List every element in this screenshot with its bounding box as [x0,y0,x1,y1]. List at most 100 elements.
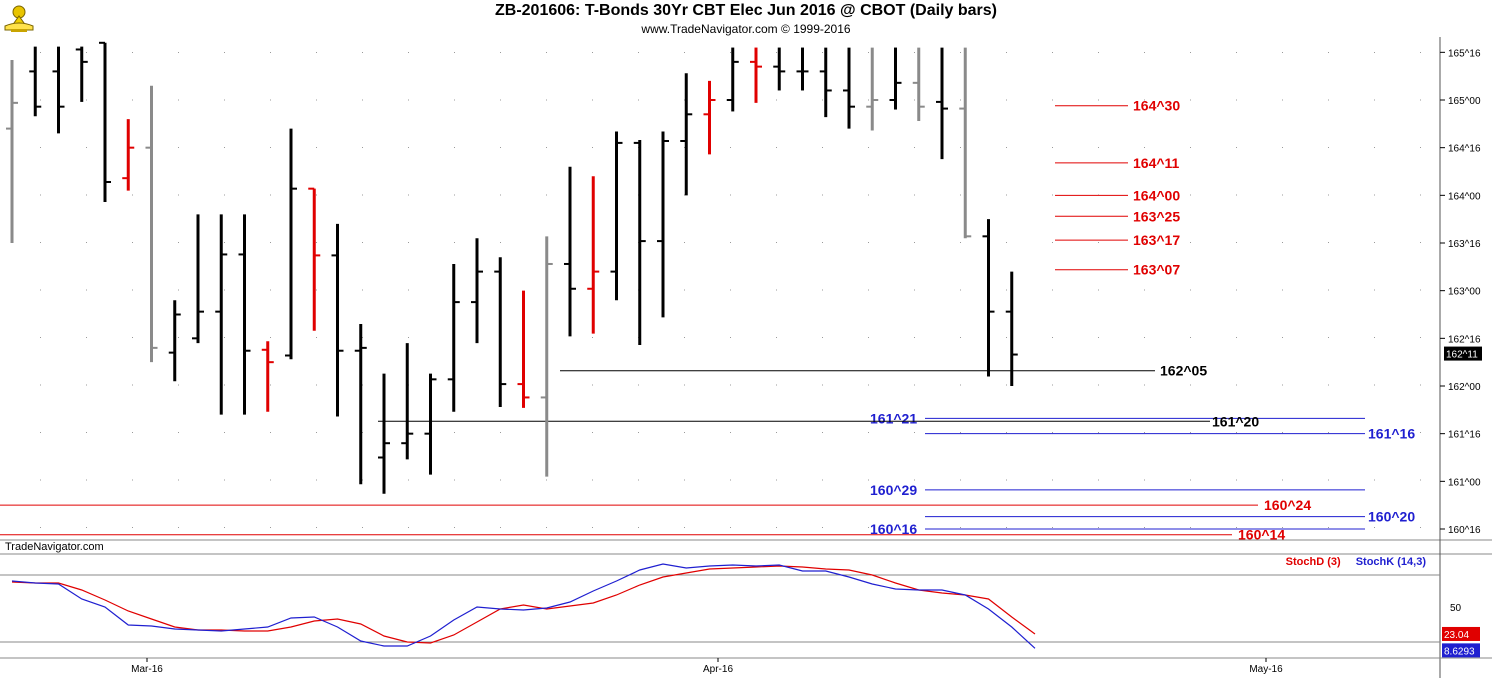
grid-dot [592,384,593,386]
grid-dot [1328,384,1329,386]
grid-dot [1374,479,1375,481]
grid-dot [822,384,823,386]
grid-dot [638,527,639,528]
grid-dot [224,99,225,101]
grid-dot [1420,52,1421,53]
grid-dot [408,337,409,338]
grid-dot [1190,147,1191,148]
grid-dot [776,337,777,338]
grid-dot [1144,242,1145,243]
grid-dot [914,432,915,433]
chart-subtitle: www.TradeNavigator.com © 1999-2016 [641,22,851,36]
grid-dot [454,194,455,196]
grid-dot [132,479,133,481]
grid-dot [1006,479,1007,481]
grid-dot [86,99,87,101]
grid-dot [592,479,593,481]
grid-dot [914,479,915,481]
last-price-badge [1444,346,1482,361]
grid-dot [914,384,915,386]
grid-dot [1006,289,1007,291]
grid-dot [822,194,823,196]
last-price-value: 162^11 [1446,350,1478,361]
grid-dot [868,194,869,196]
grid-dot [1328,337,1329,338]
grid-dot [914,337,915,338]
level-label: 161^20 [1212,413,1259,429]
grid-dot [868,527,869,528]
grid-dot [86,147,87,148]
grid-dot [408,52,409,53]
grid-dot [1328,289,1329,291]
grid-dot [1006,432,1007,433]
grid-dot [178,289,179,291]
grid-dot [40,52,41,53]
grid-dot [730,194,731,196]
grid-dot [960,242,961,243]
stoch-panel-bg [0,556,1440,658]
grid-dot [914,289,915,291]
grid-dot [1328,479,1329,481]
grid-dot [960,99,961,101]
grid-dot [86,337,87,338]
grid-dot [1374,52,1375,53]
trade-navigator-logo-icon [3,2,35,34]
grid-dot [1190,384,1191,386]
grid-dot [1420,384,1421,386]
price-axis-label: 160^16 [1448,525,1481,536]
grid-dot [960,52,961,53]
grid-dot [1190,337,1191,338]
grid-dot [408,479,409,481]
grid-dot [914,194,915,196]
grid-dot [40,384,41,386]
level-label: 163^17 [1133,232,1180,248]
grid-dot [316,384,317,386]
grid-dot [868,99,869,101]
grid-dot [178,337,179,338]
grid-dot [960,527,961,528]
level-label: 160^24 [1264,497,1311,513]
grid-dot [914,527,915,528]
grid-dot [822,289,823,291]
grid-dot [408,527,409,528]
grid-dot [1144,194,1145,196]
grid-dot [1190,52,1191,53]
grid-dot [178,479,179,481]
grid-dot [224,432,225,433]
grid-dot [1098,99,1099,101]
price-axis-label: 162^00 [1448,382,1481,393]
grid-dot [1144,527,1145,528]
level-label: 163^07 [1133,262,1180,278]
grid-dot [1190,289,1191,291]
grid-dot [86,527,87,528]
grid-dot [638,384,639,386]
grid-dot [270,242,271,243]
grid-dot [868,432,869,433]
grid-dot [592,527,593,528]
grid-dot [40,147,41,148]
grid-dot [1420,147,1421,148]
grid-dot [132,52,133,53]
grid-dot [960,289,961,291]
grid-dot [500,527,501,528]
grid-dot [316,147,317,148]
price-axis-label: 163^16 [1448,239,1481,250]
grid-dot [1236,52,1237,53]
grid-dot [454,527,455,528]
grid-dot [178,432,179,433]
grid-dot [1236,479,1237,481]
grid-dot [730,527,731,528]
level-label: 161^16 [1368,426,1415,442]
grid-dot [1374,337,1375,338]
grid-dot [1328,99,1329,101]
grid-dot [684,527,685,528]
grid-dot [1420,479,1421,481]
grid-dot [224,289,225,291]
grid-dot [500,432,501,433]
grid-dot [40,289,41,291]
grid-dot [1098,432,1099,433]
grid-dot [1098,337,1099,338]
price-axis-label: 161^16 [1448,430,1481,441]
grid-dot [40,99,41,101]
